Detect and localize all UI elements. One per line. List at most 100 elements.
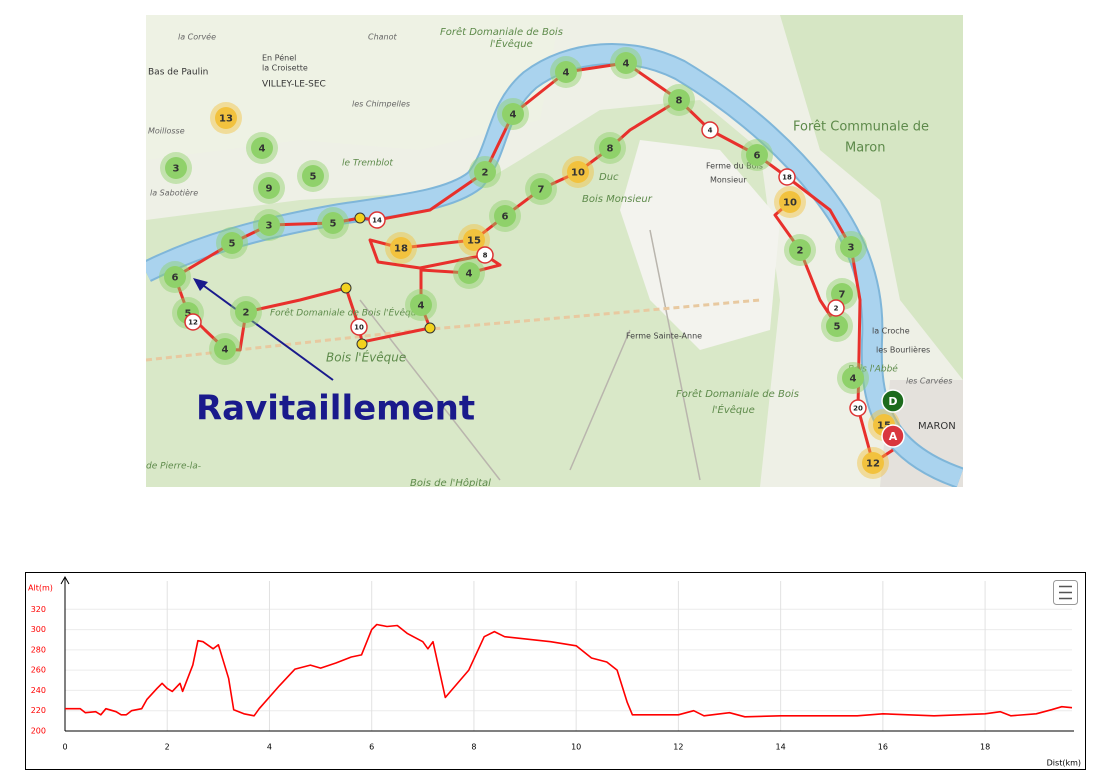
y-tick-label: 280	[31, 645, 46, 654]
place-label: le Tremblot	[342, 159, 393, 169]
cluster-marker[interactable]	[215, 107, 237, 129]
cluster-marker[interactable]	[390, 237, 412, 259]
cluster-label: 2	[243, 308, 250, 319]
cluster-label: 5	[185, 309, 192, 320]
cluster-marker[interactable]	[530, 178, 552, 200]
y-tick-label: 300	[31, 625, 46, 634]
km-marker-label: 12	[188, 319, 198, 327]
place-label: la Croisette	[262, 64, 308, 73]
cluster-marker[interactable]	[322, 212, 344, 234]
place-label: En Pénel	[262, 53, 296, 63]
place-label: Ferme Sainte-Anne	[626, 332, 702, 341]
grid	[64, 581, 1072, 732]
forest-area	[146, 100, 780, 487]
cluster-label: 4	[259, 144, 266, 155]
cluster-label: 7	[839, 290, 846, 301]
place-label: Forêt Domaniale de Bois	[676, 388, 799, 400]
place-label: VILLEY-LE-SEC	[262, 80, 326, 90]
cluster-marker[interactable]	[302, 165, 324, 187]
y-tick-label: 240	[31, 686, 46, 695]
cluster-marker[interactable]	[221, 232, 243, 254]
road	[359, 229, 701, 481]
cluster-label: 5	[330, 219, 337, 230]
cluster-marker[interactable]	[235, 301, 257, 323]
cluster-marker[interactable]	[555, 61, 577, 83]
y-tick-label: 200	[31, 727, 46, 736]
cluster-label: 7	[538, 185, 545, 196]
menu-button[interactable]	[1053, 580, 1078, 605]
place-label: Bois l'Abbé	[848, 364, 898, 375]
cluster-marker[interactable]	[599, 137, 621, 159]
cluster-label: 2	[482, 168, 489, 179]
cluster-label: 6	[502, 212, 509, 223]
chart-frame	[25, 572, 1086, 770]
km-marker	[849, 399, 867, 417]
start-label: D	[888, 395, 897, 408]
cluster-marker[interactable]	[615, 52, 637, 74]
cluster-label: 3	[848, 243, 855, 254]
x-tick-label: 4	[267, 743, 272, 752]
cluster-label: 4	[510, 110, 517, 121]
x-tick-label: 14	[776, 743, 786, 752]
place-label: la Corvée	[178, 32, 216, 42]
cluster-marker[interactable]	[258, 177, 280, 199]
river	[146, 45, 963, 487]
cluster-marker[interactable]	[862, 452, 884, 474]
x-tick-label: 12	[673, 743, 683, 752]
x-tick-label: 6	[369, 743, 374, 752]
place-label: les Carvées	[906, 376, 952, 386]
x-tick-label: 0	[62, 743, 67, 752]
cluster-marker[interactable]	[410, 294, 432, 316]
cluster-marker[interactable]	[779, 191, 801, 213]
place-label: la Croche	[872, 327, 910, 336]
km-marker	[368, 211, 386, 229]
waypoint-dot	[356, 338, 368, 350]
place-label: l'Évêque	[712, 403, 755, 416]
km-marker-label: 14	[372, 217, 382, 225]
waypoint-dot	[424, 322, 436, 334]
cluster-marker[interactable]	[251, 137, 273, 159]
cluster-label: 15	[877, 421, 891, 432]
place-label: de Pierre-la-	[146, 462, 201, 472]
cluster-marker[interactable]	[668, 89, 690, 111]
cluster-label: 4	[418, 301, 425, 312]
cluster-marker[interactable]	[458, 262, 480, 284]
cluster-label: 15	[467, 236, 481, 247]
cluster-marker[interactable]	[826, 315, 848, 337]
cluster-marker[interactable]	[463, 229, 485, 251]
cluster-marker[interactable]	[567, 161, 589, 183]
cluster-label: 8	[676, 96, 683, 107]
cluster-marker[interactable]	[165, 157, 187, 179]
place-label: Moillosse	[148, 127, 185, 136]
cluster-marker[interactable]	[474, 161, 496, 183]
cluster-label: 4	[623, 59, 630, 70]
annotation-arrowhead	[193, 278, 208, 291]
cluster-marker[interactable]	[502, 103, 524, 125]
waypoint-dot	[354, 212, 366, 224]
cluster-marker[interactable]	[842, 367, 864, 389]
x-tick-label: 2	[165, 743, 170, 752]
cluster-marker[interactable]	[746, 144, 768, 166]
km-marker-label: 2	[834, 305, 839, 313]
y-axis-label: Alt(m)	[28, 584, 53, 593]
cluster-marker[interactable]	[164, 266, 186, 288]
cluster-marker[interactable]	[494, 205, 516, 227]
cluster-label: 2	[797, 246, 804, 257]
cluster-marker[interactable]	[258, 214, 280, 236]
annotation-arrow	[199, 282, 334, 381]
cluster-marker[interactable]	[789, 239, 811, 261]
start-marker[interactable]	[881, 389, 905, 413]
y-tick-label: 320	[31, 605, 46, 614]
cluster-label: 13	[219, 114, 233, 125]
km-marker	[184, 313, 202, 331]
km-marker-label: 8	[483, 252, 488, 260]
cluster-marker[interactable]	[214, 338, 236, 360]
place-label: Bois de l'Hôpital	[410, 477, 491, 489]
end-marker[interactable]	[881, 424, 905, 448]
cluster-marker[interactable]	[840, 236, 862, 258]
route-markers: 4 4 4 8 6 2 8 7 6 4 3 9 5 3 5 5 6 5 2 4 4 4 2 3 7 5 4 13 10 10 18 15 15 1…	[159, 47, 900, 479]
place-label: les Chimpelles	[352, 100, 410, 109]
cluster-label: 10	[571, 168, 585, 179]
